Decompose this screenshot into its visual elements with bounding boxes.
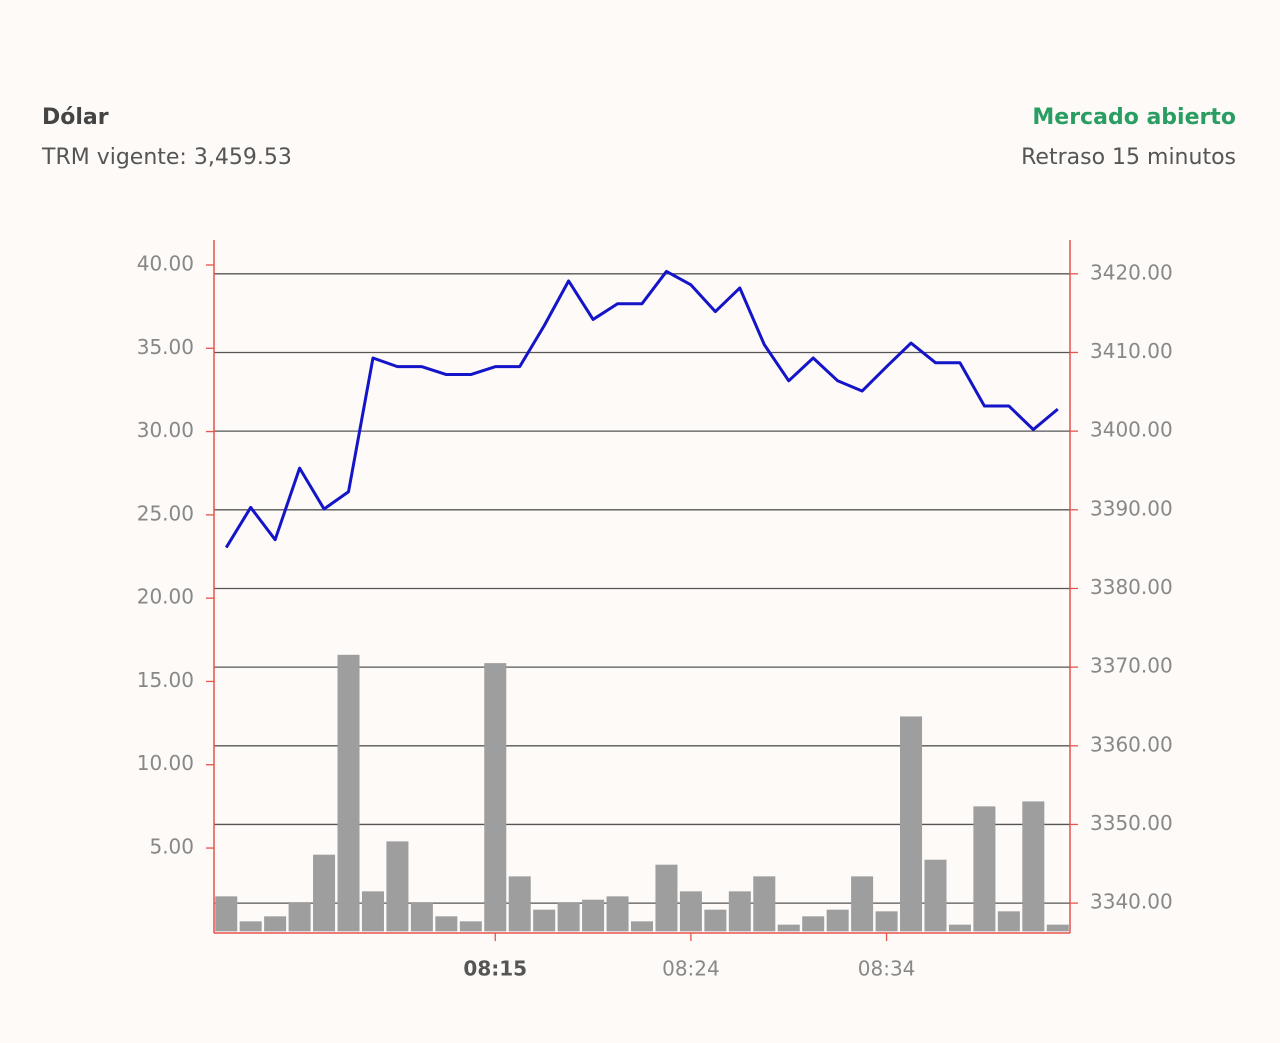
subtitle: TRM vigente: 3,459.53 xyxy=(41,145,292,170)
volume-bar xyxy=(239,921,262,932)
volume-bar xyxy=(606,896,629,932)
y2-tick-label: 3370.00 xyxy=(1090,654,1173,678)
y2-tick-label: 3390.00 xyxy=(1090,496,1173,520)
volume-bar xyxy=(777,924,800,932)
volume-bar xyxy=(679,891,702,932)
y2-tick-label: 3380.00 xyxy=(1090,575,1173,599)
volume-bar xyxy=(313,854,336,932)
volume-bar xyxy=(533,909,556,932)
volume-bar xyxy=(655,864,678,932)
volume-bar xyxy=(582,899,605,932)
volume-bar xyxy=(215,896,238,932)
volume-bar xyxy=(264,916,287,932)
y-tick-label: 35.00 xyxy=(137,335,194,359)
volume-bar xyxy=(900,716,923,932)
volume-bar xyxy=(948,924,971,932)
y2-tick-label: 3400.00 xyxy=(1090,418,1173,442)
volume-bar xyxy=(484,663,507,932)
volume-bar xyxy=(288,903,311,932)
volume-bar xyxy=(410,903,433,932)
volume-bar xyxy=(826,909,849,932)
volume-bar xyxy=(459,921,482,932)
volume-bar xyxy=(753,876,776,932)
x-tick-label: 08:24 xyxy=(662,957,720,981)
y-tick-label: 30.00 xyxy=(137,418,194,442)
volume-bar xyxy=(386,841,409,932)
volume-bar xyxy=(728,891,751,932)
volume-bar xyxy=(704,909,727,932)
y-tick-label: 15.00 xyxy=(137,668,194,692)
volume-bar xyxy=(802,916,825,932)
price-line xyxy=(224,269,1059,549)
volume-bar xyxy=(1022,801,1045,932)
volume-bar xyxy=(435,916,458,932)
y-tick-label: 10.00 xyxy=(137,751,194,775)
volume-bar xyxy=(508,876,531,932)
volume-bar xyxy=(557,903,580,932)
y2-tick-label: 3360.00 xyxy=(1090,732,1173,756)
volume-bar xyxy=(361,891,384,932)
market-status: Mercado abierto xyxy=(1032,105,1236,130)
volume-bar xyxy=(973,806,996,932)
volume-bar xyxy=(875,911,898,932)
delay-note: Retraso 15 minutos xyxy=(1021,145,1236,170)
y2-tick-label: 3420.00 xyxy=(1090,260,1173,284)
y2-tick-label: 3340.00 xyxy=(1090,890,1173,914)
y-tick-label: 5.00 xyxy=(149,835,194,859)
volume-bar xyxy=(851,876,874,932)
volume-bar xyxy=(630,921,654,932)
x-tick-label: 08:15 xyxy=(463,957,527,981)
y-tick-label: 25.00 xyxy=(137,501,194,525)
volume-bar xyxy=(1046,924,1069,932)
y-tick-label: 40.00 xyxy=(137,251,194,275)
title: Dólar xyxy=(42,105,109,130)
y2-tick-label: 3350.00 xyxy=(1090,811,1173,835)
volume-bar xyxy=(337,654,360,932)
x-tick-label: 08:34 xyxy=(858,957,916,981)
y2-tick-label: 3410.00 xyxy=(1090,339,1173,363)
volume-bar xyxy=(924,859,947,932)
volume-bar xyxy=(997,911,1020,932)
y-tick-label: 20.00 xyxy=(137,585,194,609)
